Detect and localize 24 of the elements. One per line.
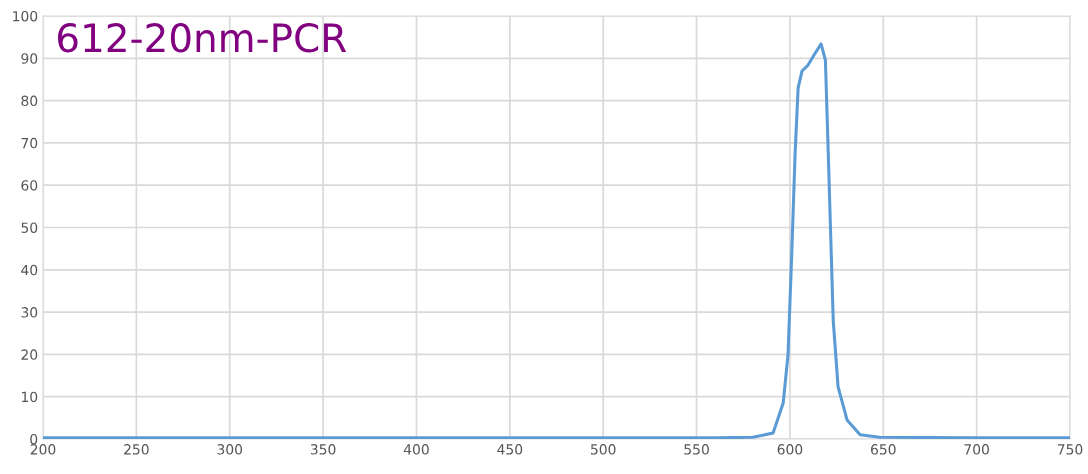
x-tick-label: 550 [684,444,709,455]
x-tick-label: 350 [310,444,336,455]
chart-title: 612-20nm-PCR [58,23,347,53]
x-tick-label: 500 [591,444,616,455]
y-tick-label: 20 [21,349,38,360]
x-tick-label: 400 [403,444,429,455]
x-tick-label: 450 [497,444,523,455]
y-tick-label: 90 [21,53,38,64]
x-tick-label: 600 [777,444,803,455]
x-tick-label: 200 [30,444,56,455]
x-tick-label: 300 [217,444,243,455]
y-tick-label: 80 [21,95,38,107]
y-tick-label: 100 [13,10,38,22]
y-tick-label: 30 [21,307,38,318]
x-tick-label: 750 [1057,444,1083,455]
y-tick-label: 70 [21,137,38,149]
y-tick-label: 10 [21,391,38,403]
x-tick-label: 650 [870,444,896,455]
y-tick-label: 60 [21,180,38,191]
x-tick-label: 700 [964,444,989,455]
y-tick-label: 50 [21,222,38,233]
y-tick-label: 40 [21,264,38,276]
y-tick-label: 0 [30,433,38,445]
x-tick-label: 250 [124,444,149,455]
